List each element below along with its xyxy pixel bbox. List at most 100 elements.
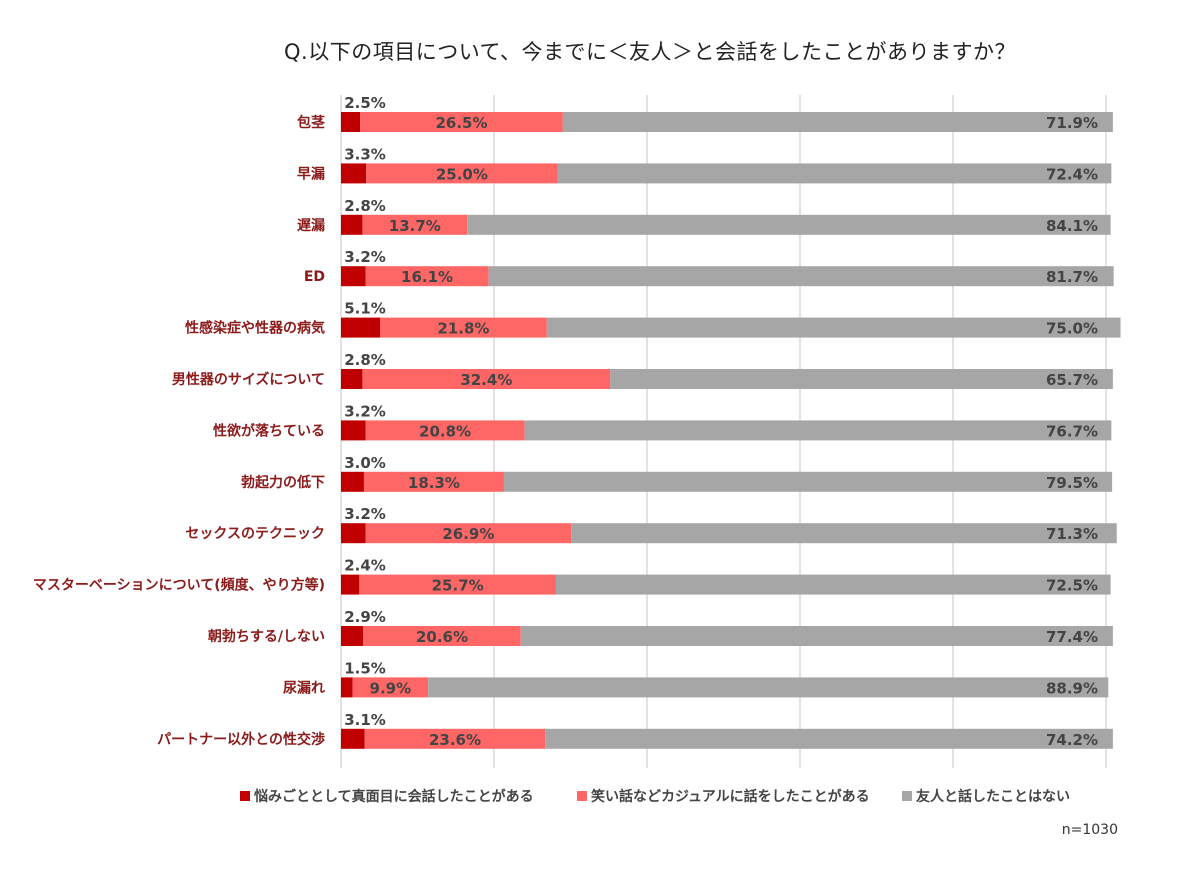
bar-segment-3 (546, 317, 1121, 338)
bar-segment-3 (610, 369, 1113, 389)
data-label: 5.1% (344, 300, 386, 318)
bar-segment-2 (365, 523, 572, 544)
bar-segment-1 (341, 214, 363, 235)
bar-segment-2 (365, 420, 525, 441)
bar-segment-2 (362, 214, 468, 235)
bar-segment-1 (341, 163, 367, 184)
data-label: 1.5% (344, 659, 386, 677)
bar-segment-2 (360, 112, 563, 132)
bar-segment-1 (341, 369, 363, 389)
data-label: 32.4% (460, 371, 512, 389)
bar-segment-1 (341, 317, 381, 338)
category-label: 包茎 (297, 114, 325, 131)
data-label: 13.7% (389, 217, 441, 235)
bar-segment-1 (341, 112, 361, 132)
data-label: 88.9% (1046, 679, 1098, 697)
data-label: 71.9% (1046, 114, 1098, 132)
category-label: 朝勃ちする/しない (208, 628, 325, 645)
bar-segment-1 (341, 574, 360, 595)
data-label: 23.6% (429, 731, 481, 749)
bar-segment-2 (364, 728, 546, 749)
bar-segment-2 (359, 574, 556, 595)
bar-segment-2 (352, 677, 429, 698)
bar-segment-1 (341, 677, 353, 698)
bar-segment-2 (363, 626, 521, 646)
data-label: 2.8% (344, 197, 386, 215)
data-label: 74.2% (1046, 731, 1098, 749)
category-label: 勃起力の低下 (241, 474, 325, 491)
bar-segment-2 (362, 369, 611, 389)
bar-segment-3 (488, 266, 1114, 287)
data-label: 72.4% (1046, 165, 1098, 183)
bar-segment-2 (365, 266, 489, 287)
bar-segment-1 (341, 420, 366, 441)
data-label: 77.4% (1046, 628, 1098, 646)
bar-segment-3 (503, 471, 1113, 492)
data-label: 79.5% (1046, 474, 1098, 492)
data-label: 3.2% (344, 402, 386, 420)
bar-segment-1 (341, 471, 364, 492)
category-label: 男性器のサイズについて (172, 371, 325, 388)
legend-label: 友人と話したことはない (916, 788, 1070, 805)
legend-label: 笑い話などカジュアルに話をしたことがある (591, 788, 870, 805)
data-label: 26.9% (442, 525, 494, 543)
legend-label: 悩みごととして真面目に会話したことがある (254, 788, 534, 805)
bar-segment-1 (341, 626, 364, 646)
data-label: 18.3% (408, 474, 460, 492)
bar-segment-3 (545, 728, 1113, 749)
data-label: 3.2% (344, 505, 386, 523)
data-label: 21.8% (437, 320, 489, 338)
bar-segment-3 (467, 214, 1111, 235)
data-label: 71.3% (1046, 525, 1098, 543)
category-label: セックスのテクニック (185, 526, 325, 542)
data-label: 3.3% (344, 145, 386, 163)
data-label: 81.7% (1046, 268, 1098, 286)
bar-segment-1 (341, 523, 366, 544)
bar-segment-3 (520, 626, 1113, 646)
category-label: ED (304, 269, 325, 285)
category-label: マスターベーションについて(頻度、やり方等) (33, 577, 325, 594)
bar-segment-1 (341, 728, 365, 749)
bar-segment-2 (363, 471, 504, 492)
data-label: 2.5% (344, 94, 386, 112)
category-label: 早漏 (297, 166, 325, 182)
data-label: 26.5% (435, 114, 487, 132)
bar-segment-3 (428, 677, 1109, 698)
data-label: 20.8% (419, 422, 471, 440)
data-label: 2.4% (344, 557, 386, 575)
legend-swatch (240, 791, 250, 801)
data-label: 9.9% (370, 679, 412, 697)
data-label: 3.0% (344, 454, 386, 472)
bar-segment-3 (557, 163, 1112, 184)
data-label: 3.1% (344, 711, 386, 729)
legend-swatch (902, 791, 912, 801)
data-label: 25.0% (436, 165, 488, 183)
sample-size-note: n=1030 (1061, 822, 1118, 838)
data-label: 25.7% (432, 577, 484, 595)
data-label: 20.6% (416, 628, 468, 646)
bar-segment-3 (571, 523, 1117, 544)
bar-segment-3 (524, 420, 1112, 441)
category-label: パートナー以外との性交渉 (157, 731, 325, 748)
data-label: 3.2% (344, 248, 386, 266)
data-label: 72.5% (1046, 577, 1098, 595)
bar-segment-3 (555, 574, 1111, 595)
bar-segment-3 (562, 112, 1113, 132)
data-label: 76.7% (1046, 422, 1098, 440)
bar-segment-1 (341, 266, 366, 287)
legend-swatch (577, 791, 587, 801)
bar-segment-2 (380, 317, 547, 338)
category-label: 性感染症や性器の病気 (185, 320, 325, 337)
chart-title: Q.以下の項目について、今までに＜友人＞と会話をしたことがありますか？ (283, 40, 1017, 64)
data-label: 65.7% (1046, 371, 1098, 389)
category-label: 尿漏れ (283, 680, 325, 696)
data-label: 2.8% (344, 351, 386, 369)
data-label: 75.0% (1046, 320, 1098, 338)
data-label: 16.1% (401, 268, 453, 286)
data-label: 84.1% (1046, 217, 1098, 235)
data-label: 2.9% (344, 608, 386, 626)
bar-segment-2 (366, 163, 558, 184)
category-label: 性欲が落ちている (213, 422, 325, 439)
category-label: 遅漏 (297, 218, 325, 234)
